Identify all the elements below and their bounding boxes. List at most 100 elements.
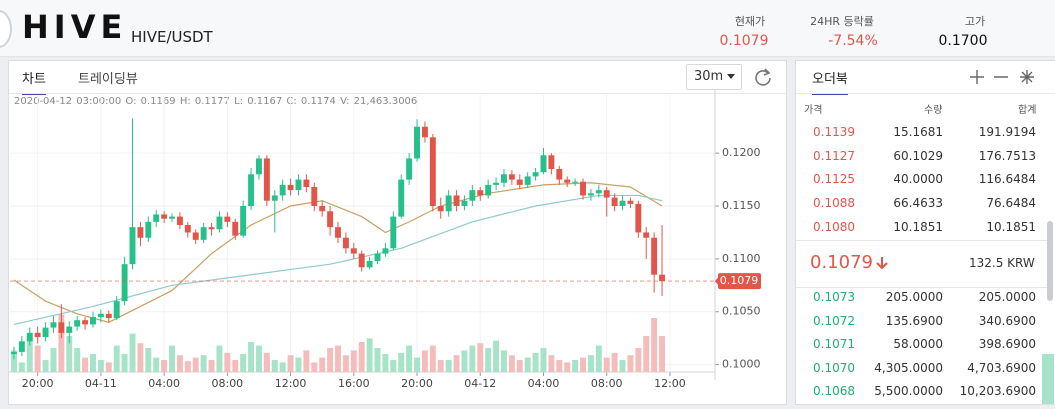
volume-bar [169, 345, 175, 372]
volume-bar [113, 345, 120, 372]
candle-body [90, 317, 96, 325]
stat-value: 0.1079 [719, 33, 769, 49]
volume-bar [58, 314, 65, 372]
volume-bar [200, 355, 207, 372]
candle-body [335, 227, 341, 238]
volume-bar [572, 360, 579, 372]
volume-bar [508, 355, 515, 372]
volume-bar [105, 362, 112, 372]
volume-bar [556, 360, 563, 372]
candle-body [74, 320, 81, 327]
bid-row[interactable]: 0.1070 4,305.0000 4,703.6900 [796, 356, 1054, 380]
tab-tradingview[interactable]: 트레이딩뷰 [78, 72, 138, 87]
interval: 30m [694, 69, 724, 84]
bid-row[interactable]: 0.1072 135.6900 340.6900 [796, 309, 1054, 333]
x-tick-label: 04-12 [464, 377, 496, 390]
volume-bar [414, 357, 420, 372]
total: 10,203.6900 [959, 384, 1036, 399]
candle-body [453, 195, 460, 207]
candle-body [255, 158, 262, 175]
candle-body [50, 322, 57, 328]
candle-body [651, 237, 658, 275]
total: 176.7513 [978, 148, 1036, 163]
candle-body [350, 248, 357, 254]
candle-body [374, 253, 381, 261]
price: 0.1072 [813, 313, 855, 328]
orderbook-tools[interactable] [968, 69, 1038, 85]
ohlc-item: L: 0.1167 [234, 96, 283, 107]
candle-body [603, 190, 610, 198]
y-tick-label: 0.1000 [722, 358, 761, 371]
candle-body [461, 200, 468, 207]
scrollbar[interactable] [1047, 221, 1053, 301]
x-tick-label: 04:00 [148, 377, 180, 390]
volume-bar [224, 352, 231, 372]
candle-body [437, 206, 444, 212]
candle-body [635, 203, 642, 233]
tab-orderbook[interactable]: 오더북 [812, 68, 848, 95]
interval-select[interactable]: 30m [686, 64, 742, 90]
x-tick-label: 08:00 [211, 377, 243, 390]
volume-bar [374, 348, 381, 372]
mid-row: 0.1079 132.5 KRW [796, 240, 1048, 288]
total: 398.6900 [978, 337, 1036, 352]
volume-bar [18, 362, 25, 372]
ohlc-time: 2020-04-12 03:00:00 [14, 96, 122, 107]
total: 4,703.6900 [967, 360, 1036, 375]
qty: 58.0000 [893, 337, 943, 352]
volume-bar [271, 360, 278, 372]
volume-bar [248, 342, 255, 372]
volume-bar [216, 345, 223, 372]
candle-body [501, 174, 507, 183]
volume-bar [501, 350, 507, 372]
volume-bar [184, 361, 191, 372]
price: 0.1088 [813, 196, 855, 211]
volume-bar [153, 357, 160, 372]
volume-bar [10, 350, 17, 372]
ask-row[interactable]: 0.1088 66.4633 76.6484 [796, 191, 1054, 215]
y-tick-label: 0.1200 [722, 146, 761, 159]
volume-bar [50, 348, 57, 372]
candle-body [105, 313, 112, 319]
x-tick-label: 20:00 [401, 377, 433, 390]
candle-body [169, 216, 175, 219]
volume-bar [42, 360, 49, 372]
ask-row[interactable]: 0.1127 60.1029 176.7513 [796, 144, 1054, 168]
volume-bar [469, 345, 476, 372]
volume-bar [303, 350, 310, 372]
qty: 205.0000 [885, 290, 943, 304]
candle-body [611, 197, 618, 207]
tab-chart[interactable]: 차트 [22, 68, 46, 95]
bid-row[interactable]: 0.1073 205.0000 205.0000 [796, 285, 1054, 309]
volume-bar [129, 333, 136, 372]
candle-body [493, 182, 500, 185]
divider [9, 93, 786, 94]
candle-body [279, 184, 286, 196]
ask-row[interactable]: 0.1139 15.1681 191.9194 [796, 120, 1054, 144]
candle-body [477, 190, 484, 196]
refresh-button[interactable] [753, 67, 773, 87]
price-tag [718, 273, 761, 290]
volume-bar [635, 348, 642, 372]
candle-body [382, 248, 389, 254]
price: 0.1070 [813, 360, 855, 375]
candle-body [508, 174, 515, 180]
volume-bar [232, 360, 239, 372]
y-tick-label: 0.1050 [722, 305, 761, 318]
candle-body [271, 195, 278, 201]
caret [727, 74, 735, 79]
volume-bar [255, 345, 262, 372]
total: 340.6900 [978, 313, 1036, 328]
ohlc-item: C: 0.1174 [286, 96, 336, 107]
ask-row[interactable]: 0.1080 10.1851 10.1851 [796, 215, 1054, 239]
volume-bar [137, 343, 144, 372]
candle-body [358, 253, 365, 268]
qty: 66.4633 [893, 196, 943, 211]
volume-bar [176, 355, 183, 372]
candle-body [342, 237, 349, 249]
bid-row[interactable]: 0.1071 58.0000 398.6900 [796, 332, 1054, 356]
mid-price: 0.1079 [810, 252, 873, 273]
candle-body [192, 232, 199, 240]
ask-row[interactable]: 0.1125 40.0000 116.6484 [796, 167, 1054, 191]
bid-row[interactable]: 0.1068 5,500.0000 10,203.6900 [796, 379, 1054, 403]
